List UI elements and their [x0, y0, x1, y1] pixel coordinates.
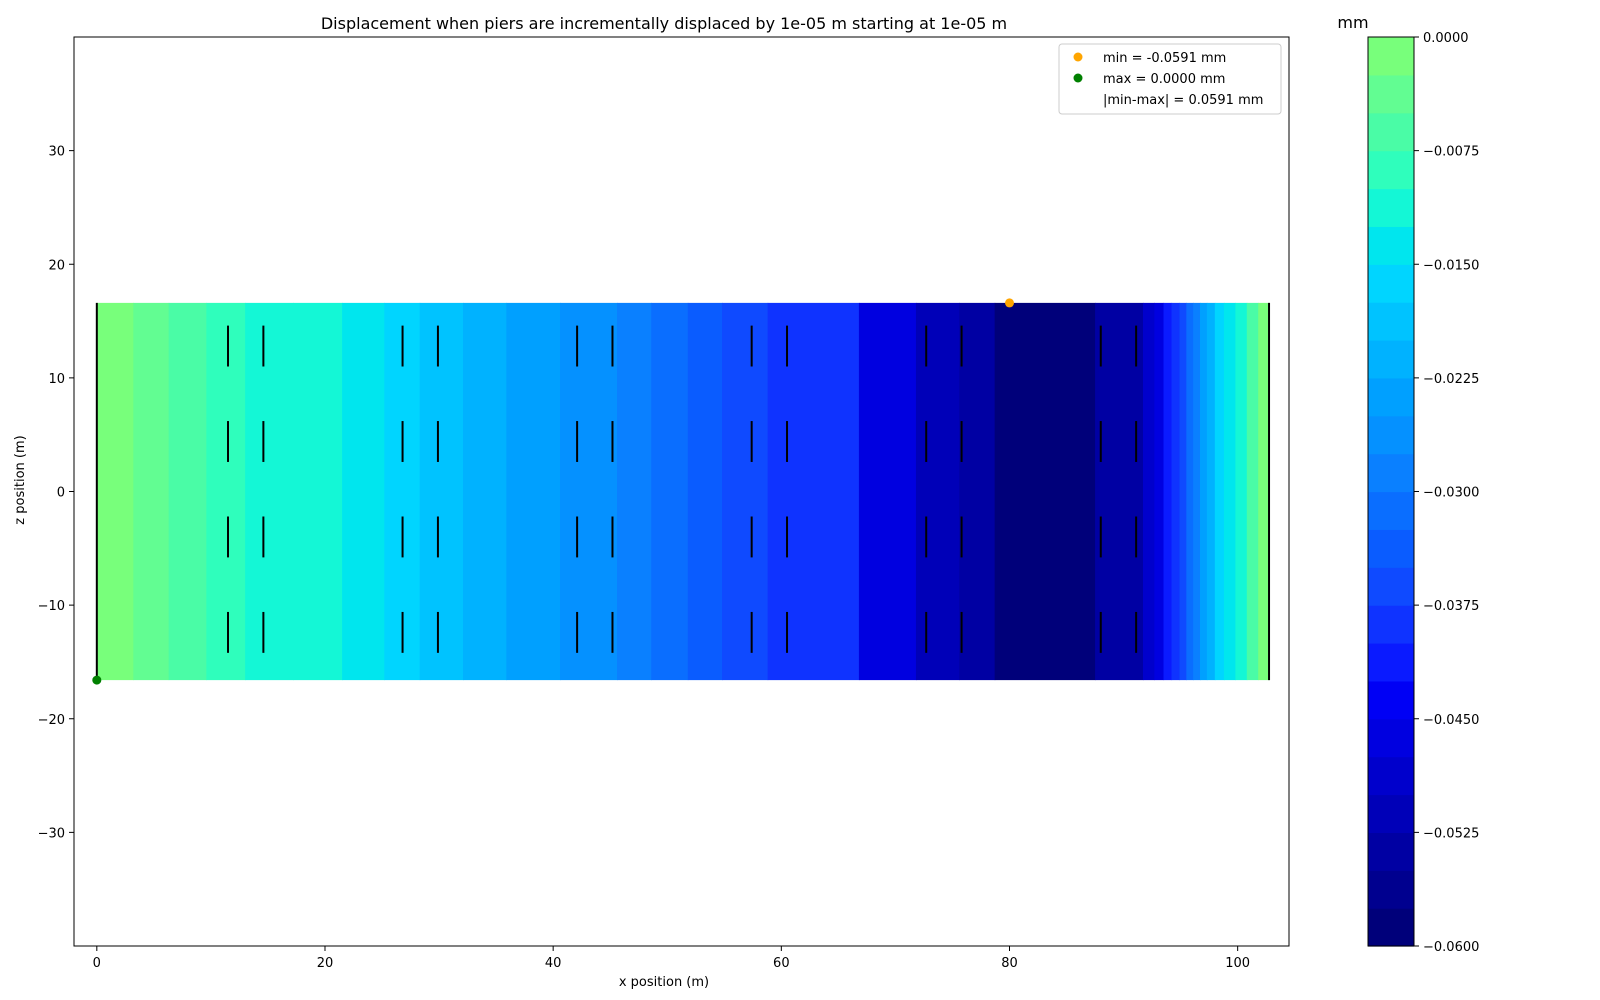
colorbar-tick-label: −0.0600 — [1423, 940, 1479, 955]
colorbar-level-6 — [1368, 680, 1414, 720]
x-tick-label: 0 — [93, 956, 101, 971]
colorbar-level-23 — [1368, 37, 1414, 76]
y-tick-label: −10 — [38, 599, 65, 614]
contour-band-23 — [1154, 302, 1165, 681]
contour-band-8 — [419, 302, 464, 681]
colorbar-level-8 — [1368, 605, 1414, 644]
contour-band-11 — [560, 302, 618, 681]
x-tick-label: 40 — [545, 956, 562, 971]
colorbar-tick-label: −0.0300 — [1423, 486, 1479, 501]
colorbar-level-16 — [1368, 302, 1414, 341]
contour-band-32 — [1223, 302, 1236, 681]
contour-band-27 — [1186, 302, 1194, 681]
x-tick-label: 100 — [1225, 956, 1250, 971]
colorbar-level-11 — [1368, 491, 1414, 530]
colorbar-level-13 — [1368, 415, 1414, 455]
contour-band-24 — [1163, 302, 1173, 681]
contour-band-26 — [1179, 302, 1187, 681]
colorbar-level-21 — [1368, 112, 1414, 152]
contour-band-33 — [1235, 302, 1248, 681]
contour-band-12 — [617, 302, 652, 681]
colorbar-tick-label: 0.0000 — [1423, 31, 1469, 46]
colorbar-level-2 — [1368, 832, 1414, 871]
x-tick-label: 20 — [317, 956, 334, 971]
y-axis: 30 20 10 0 −10 −20 −30 — [38, 145, 74, 841]
colorbar-level-17 — [1368, 264, 1414, 303]
contour-band-14 — [687, 302, 723, 681]
contour-band-0 — [96, 302, 134, 681]
colorbar-tick-label: −0.0225 — [1423, 372, 1479, 387]
colorbar-level-19 — [1368, 188, 1414, 227]
y-tick-label: 0 — [57, 486, 65, 501]
colorbar-level-12 — [1368, 453, 1414, 493]
y-tick-label: 20 — [48, 258, 65, 273]
colorbar-level-3 — [1368, 794, 1414, 833]
contour-band-30 — [1206, 302, 1216, 681]
legend-entry-0: min = -0.0591 mm — [1103, 51, 1226, 66]
colorbar-level-4 — [1368, 756, 1414, 796]
x-axis: 0 20 40 60 80 100 — [93, 946, 1250, 971]
contour-band-5 — [293, 302, 343, 681]
contour-band-20 — [994, 302, 1096, 681]
colorbar-tick-label: −0.0375 — [1423, 599, 1479, 614]
contour-band-9 — [463, 302, 507, 681]
contour-band-22 — [1142, 302, 1155, 681]
legend-box — [1058, 43, 1282, 115]
contour-band-16 — [767, 302, 860, 681]
y-axis-label: z position (m) — [13, 435, 28, 524]
colorbar-label: mm — [1337, 13, 1368, 32]
legend-entry-1: max = 0.0000 mm — [1103, 72, 1225, 87]
x-tick-label: 80 — [1001, 956, 1018, 971]
colorbar-level-9 — [1368, 567, 1414, 606]
contour-band-2 — [168, 302, 207, 681]
plot-area — [73, 36, 1290, 947]
contour-band-18 — [915, 302, 960, 681]
contour-band-28 — [1193, 302, 1201, 681]
colorbar-level-18 — [1368, 226, 1414, 265]
y-tick-label: 30 — [48, 145, 65, 160]
colorbar-level-0 — [1368, 908, 1414, 947]
contour-band-13 — [651, 302, 689, 681]
contour-band-15 — [722, 302, 769, 681]
legend-min-marker — [1073, 52, 1083, 62]
max-point — [92, 675, 102, 685]
legend: min = -0.0591 mm max = 0.0000 mm |min-max|… — [1058, 43, 1282, 115]
contour-band-17 — [858, 302, 917, 681]
contour-band-1 — [133, 302, 170, 681]
colorbar-level-5 — [1368, 718, 1414, 758]
contour-band-6 — [342, 302, 385, 681]
legend-max-marker — [1073, 73, 1083, 83]
colorbar-level-20 — [1368, 150, 1414, 190]
colorbar-tick-label: −0.0450 — [1423, 713, 1479, 728]
colorbar-level-1 — [1368, 870, 1414, 909]
contour-band-3 — [206, 302, 246, 681]
min-point — [1004, 298, 1014, 308]
contour-band-29 — [1200, 302, 1208, 681]
contour-band-31 — [1214, 302, 1225, 681]
contour-band-10 — [506, 302, 561, 681]
y-tick-label: −20 — [38, 713, 65, 728]
colorbar-level-15 — [1368, 340, 1414, 379]
colorbar: 0.0000 −0.0075 −0.0150 −0.0225 −0.0300 −0.037… — [1367, 31, 1479, 955]
colorbar-tick-label: −0.0150 — [1423, 258, 1479, 273]
y-tick-label: −30 — [38, 826, 65, 841]
contour-band-19 — [959, 302, 996, 681]
legend-entry-2: |min-max| = 0.0591 mm — [1103, 93, 1263, 108]
contour-band-34 — [1246, 302, 1259, 681]
colorbar-tick-label: −0.0075 — [1423, 145, 1479, 160]
colorbar-level-22 — [1368, 74, 1414, 114]
x-axis-label: x position (m) — [619, 975, 709, 990]
contour-band-35 — [1258, 302, 1270, 681]
colorbar-level-10 — [1368, 529, 1414, 568]
colorbar-level-14 — [1368, 377, 1414, 417]
colorbar-level-7 — [1368, 643, 1414, 682]
contour-band-4 — [245, 302, 294, 681]
x-tick-label: 60 — [773, 956, 790, 971]
colorbar-tick-label: −0.0525 — [1423, 826, 1479, 841]
y-tick-label: 10 — [48, 372, 65, 387]
contour-band-25 — [1171, 302, 1181, 681]
chart-title: Displacement when piers are incrementall… — [321, 14, 1007, 33]
